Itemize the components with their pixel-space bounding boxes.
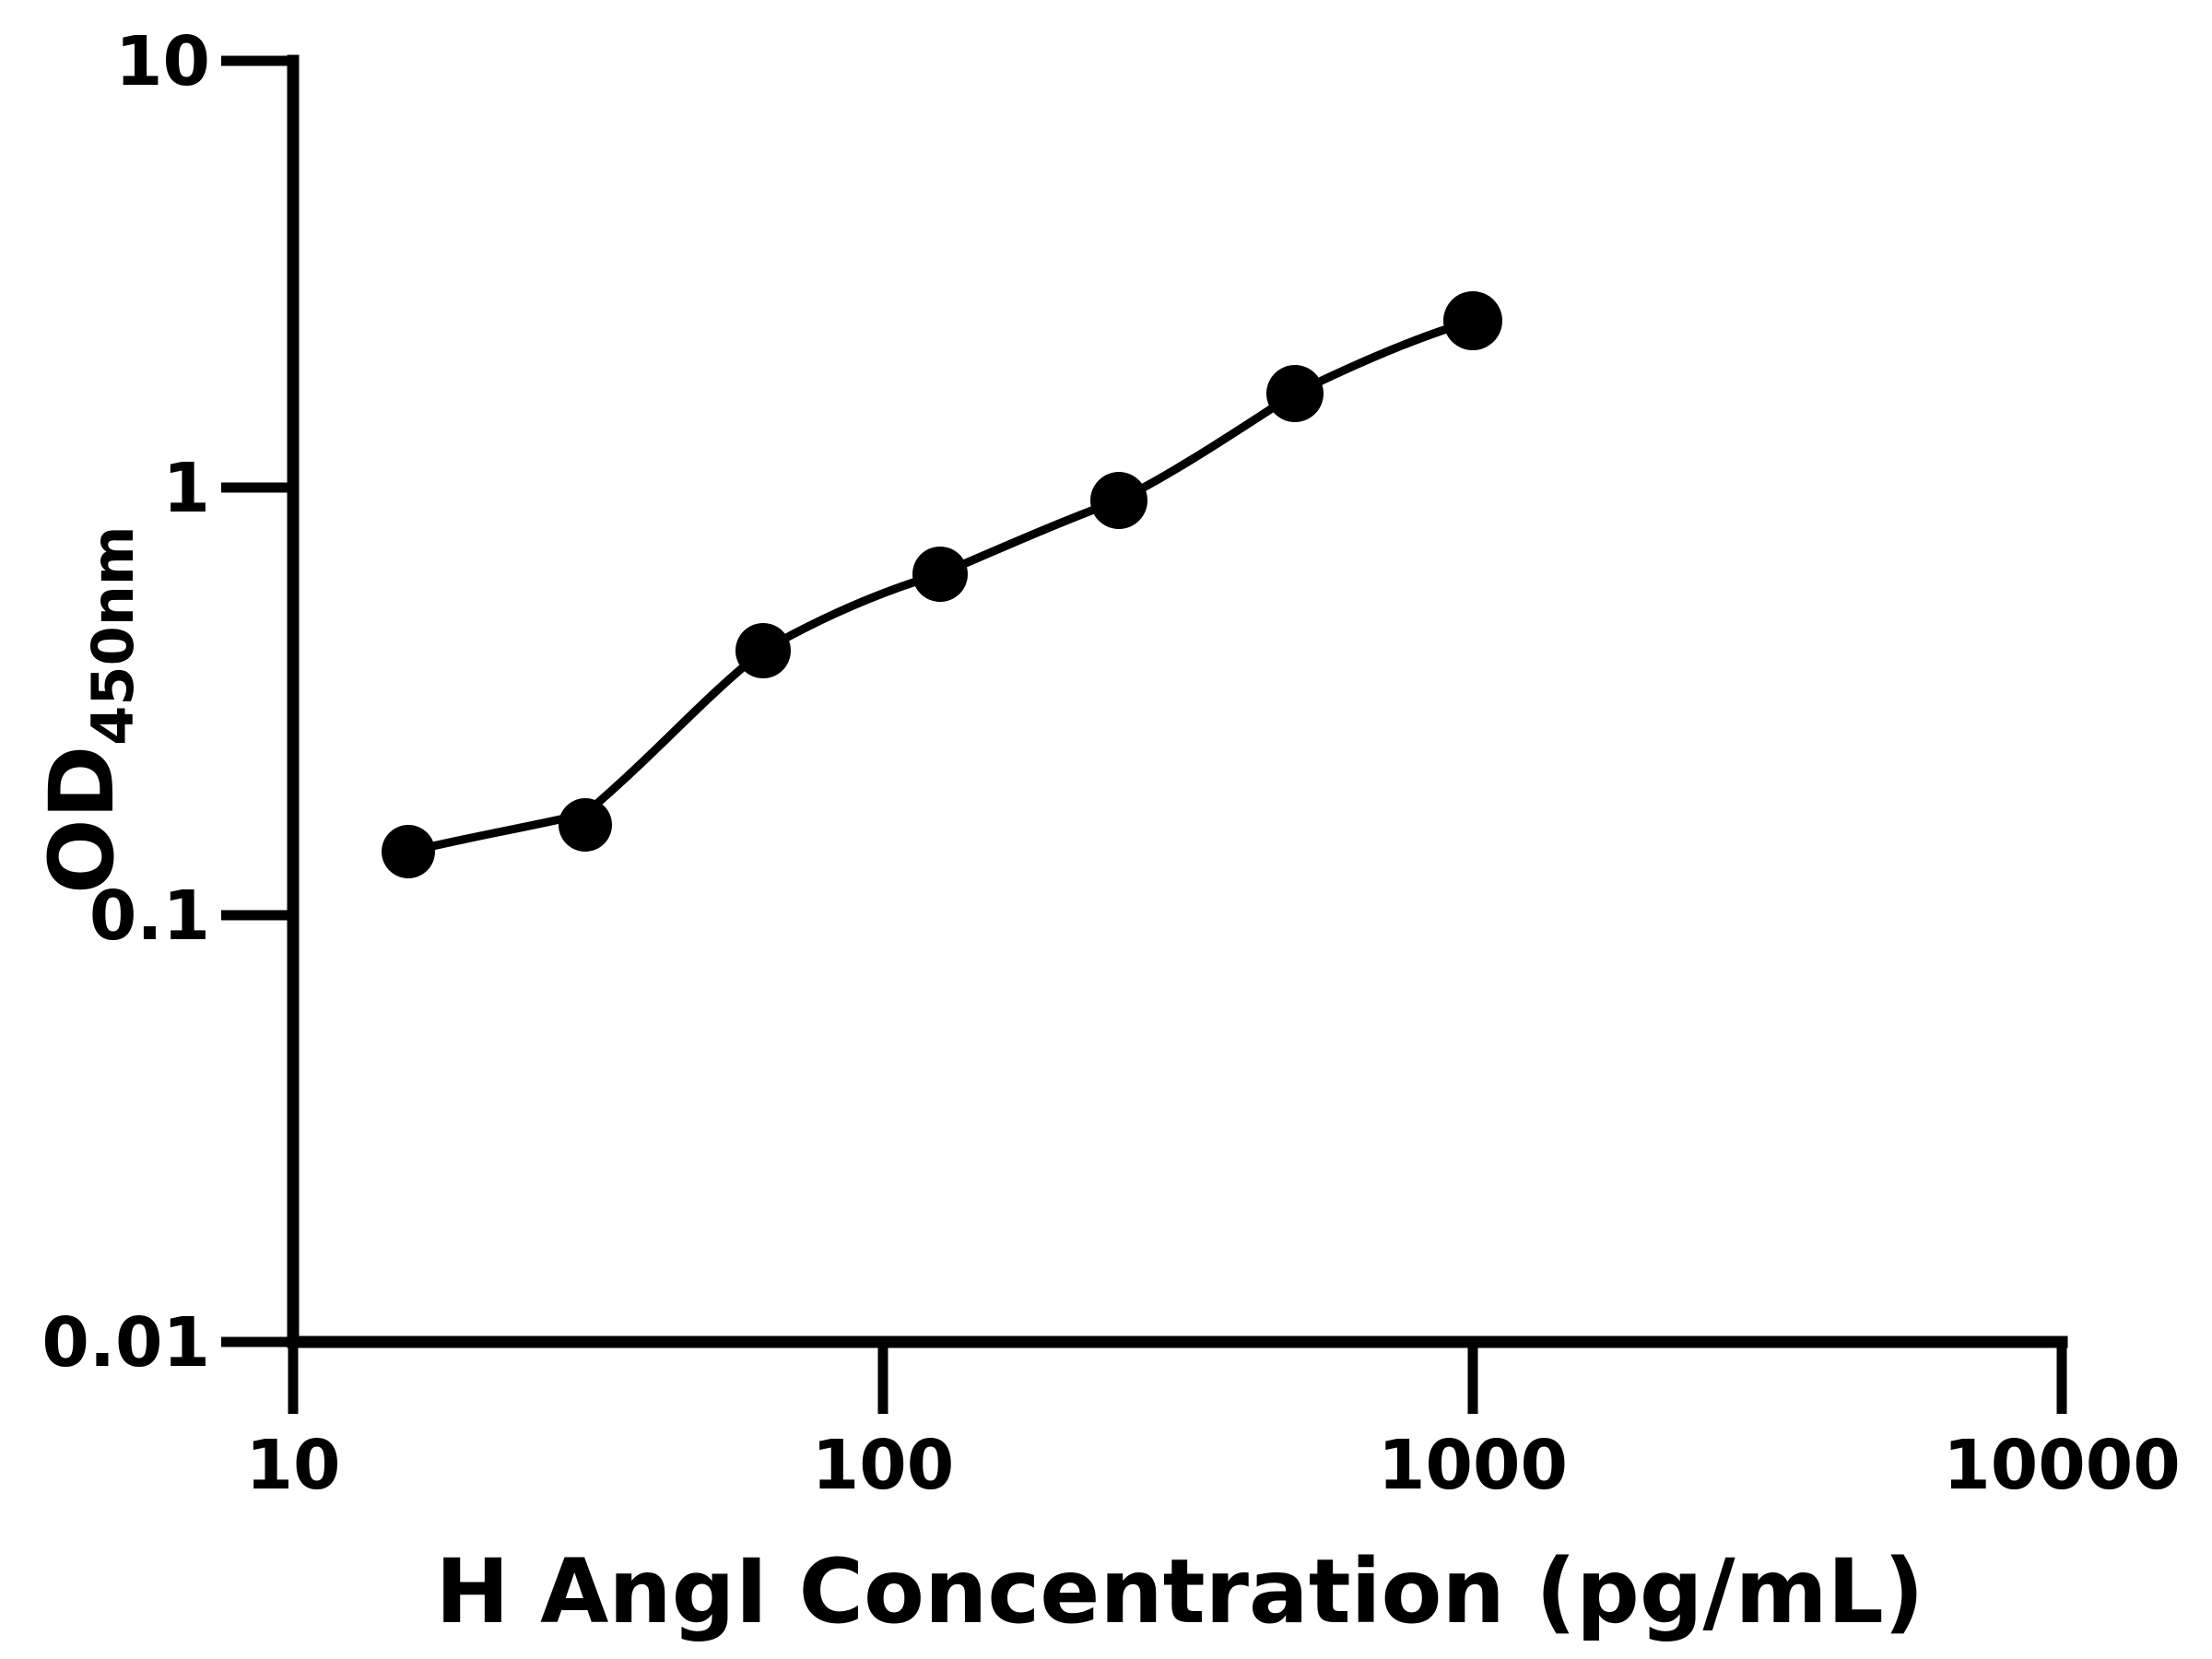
data-point-marker [912, 547, 968, 602]
data-point-marker [1266, 365, 1324, 422]
x-tick-label-10: 10 [246, 1426, 341, 1505]
y-axis-title: OD450nm [30, 526, 147, 894]
x-axis-title: H AngI Concentration (pg/mL) [435, 1540, 1924, 1643]
data-point-marker [735, 623, 791, 678]
x-tick-label-1000: 1000 [1378, 1426, 1568, 1505]
svg-text:OD450nm: OD450nm [30, 526, 147, 894]
x-tick-label-10000: 10000 [1943, 1426, 2180, 1505]
data-point-marker [1443, 291, 1502, 350]
y-axis-title-main: OD [30, 746, 134, 894]
y-tick-label-10: 10 [115, 22, 210, 101]
y-axis-title-subscript: 450nm [79, 526, 147, 746]
y-tick-label-0.1: 0.1 [89, 877, 210, 956]
data-point-marker [1090, 472, 1147, 529]
x-tick-label-100: 100 [812, 1426, 954, 1505]
data-point-marker [382, 825, 435, 878]
y-tick-label-0.01: 0.01 [41, 1303, 210, 1382]
data-point-marker [559, 798, 612, 852]
y-tick-label-1: 1 [163, 449, 211, 528]
